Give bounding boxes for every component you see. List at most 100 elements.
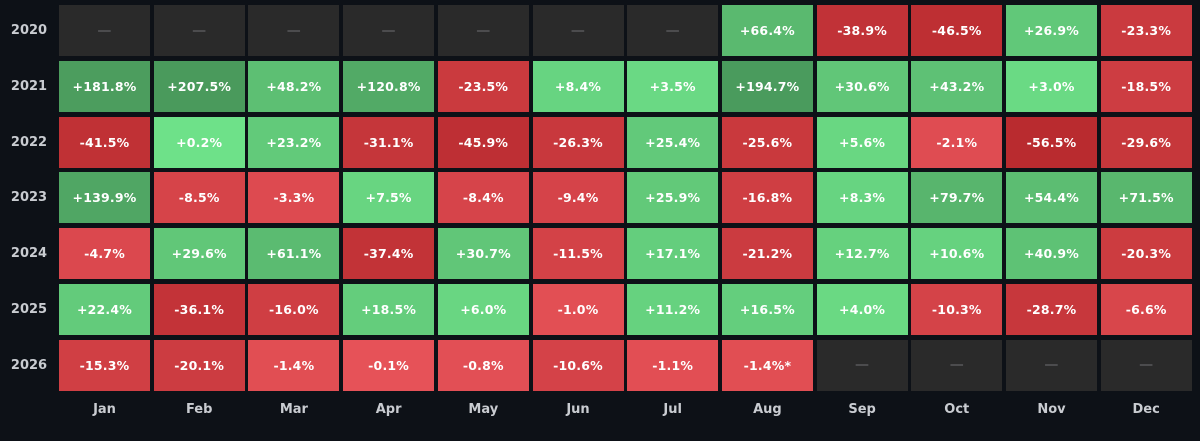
heatmap-cell-2024-aug: -21.2% [721,228,813,280]
heatmap-cell-2022-oct: -2.1% [911,116,1003,168]
heatmap-cell-2024-may: +30.7% [437,228,529,280]
col-label-jul: Jul [663,402,682,417]
heatmap-cell-2026-jun: -10.6% [532,339,624,391]
row-label-2020: 2020 [10,23,48,38]
row-label-2022: 2022 [10,134,48,150]
heatmap-cell-2021-dec: -18.5% [1100,60,1192,112]
heatmap-cell-2020-jul: — [627,5,719,56]
heatmap-cell-2025-nov: -28.7% [1006,284,1097,335]
heatmap-cell-2026-may: -0.8% [437,339,529,391]
heatmap-cell-2024-jun: -11.5% [532,228,624,280]
heatmap-cell-2023-feb: -8.5% [153,172,245,224]
heatmap-cell-2021-sep: +30.6% [816,60,908,112]
heatmap-cell-2023-oct: +79.7% [911,172,1003,224]
heatmap-cell-2021-may: -23.5% [437,60,529,112]
heatmap-cell-2026-apr: -0.1% [343,339,435,391]
heatmap-cell-2026-aug: -1.4%* [721,339,813,391]
col-label-mar: Mar [279,402,308,417]
heatmap-cell-2021-feb: +207.5% [153,60,245,112]
heatmap-cell-2020-oct: -46.5% [911,5,1003,56]
row-label-2024: 2024 [10,246,48,262]
heatmap-cell-2026-jan: -15.3% [59,339,150,391]
heatmap-cell-2021-aug: +194.7% [721,60,813,112]
heatmap-cell-2021-apr: +120.8% [343,60,435,112]
heatmap-cell-2024-sep: +12.7% [816,228,908,280]
heatmap-cell-2021-jan: +181.8% [59,60,150,112]
heatmap-cell-2022-jun: -26.3% [532,116,624,168]
heatmap-cell-2025-may: +6.0% [437,284,529,335]
heatmap-cell-2025-jan: +22.4% [59,284,150,335]
heatmap-cell-2024-jan: -4.7% [59,228,150,280]
heatmap-cell-2025-mar: -16.0% [248,284,340,335]
heatmap-cell-2020-jun: — [532,5,624,56]
heatmap-cell-2022-sep: +5.6% [816,116,908,168]
heatmap-cell-2020-aug: +66.4% [721,5,813,56]
heatmap-cell-2022-jul: +25.4% [627,116,719,168]
heatmap-cell-2022-may: -45.9% [437,116,529,168]
col-label-jan: Jan [93,402,116,417]
heatmap-cell-2021-jun: +8.4% [532,60,624,112]
heatmap-cell-2023-nov: +54.4% [1006,172,1097,224]
heatmap-cell-2023-may: -8.4% [437,172,529,224]
heatmap-cell-2021-mar: +48.2% [248,60,340,112]
col-label-sep: Sep [848,402,876,417]
heatmap-cell-2022-aug: -25.6% [721,116,813,168]
heatmap-cell-2021-nov: +3.0% [1006,60,1097,112]
col-label-aug: Aug [753,402,782,417]
heatmap-cell-2024-dec: -20.3% [1100,228,1192,280]
row-label-2025: 2025 [10,302,48,317]
heatmap-cell-2023-jun: -9.4% [532,172,624,224]
col-label-nov: Nov [1037,402,1066,417]
heatmap-cell-2022-feb: +0.2% [153,116,245,168]
heatmap-cell-2023-sep: +8.3% [816,172,908,224]
heatmap-cell-2021-jul: +3.5% [627,60,719,112]
col-label-oct: Oct [944,402,970,417]
heatmap-cell-2026-oct: — [911,339,1003,391]
heatmap-cell-2024-oct: +10.6% [911,228,1003,280]
heatmap-cell-2025-aug: +16.5% [721,284,813,335]
heatmap-cell-2026-jul: -1.1% [627,339,719,391]
heatmap-cell-2023-jul: +25.9% [627,172,719,224]
heatmap-cell-2023-apr: +7.5% [343,172,435,224]
heatmap-cell-2024-jul: +17.1% [627,228,719,280]
heatmap-cell-2020-jan: — [59,5,150,56]
heatmap-cell-2025-jul: +11.2% [627,284,719,335]
heatmap-cell-2024-mar: +61.1% [248,228,340,280]
heatmap-cell-2022-nov: -56.5% [1006,116,1097,168]
heatmap-cell-2025-jun: -1.0% [532,284,624,335]
heatmap-cell-2025-oct: -10.3% [911,284,1003,335]
heatmap-cell-2025-sep: +4.0% [816,284,908,335]
heatmap-cell-2025-feb: -36.1% [153,284,245,335]
heatmap-cell-2020-dec: -23.3% [1100,5,1192,56]
heatmap-cell-2026-feb: -20.1% [153,339,245,391]
heatmap-cell-2026-nov: — [1006,339,1097,391]
heatmap-cell-2023-dec: +71.5% [1100,172,1192,224]
heatmap-cell-2020-mar: — [248,5,340,56]
heatmap-cell-2022-apr: -31.1% [343,116,435,168]
heatmap-cell-2021-oct: +43.2% [911,60,1003,112]
col-label-apr: Apr [375,402,402,417]
heatmap-cell-2026-dec: — [1100,339,1192,391]
heatmap-cell-2025-apr: +18.5% [343,284,435,335]
heatmap-cell-2020-feb: — [153,5,245,56]
heatmap-cell-2026-mar: -1.4% [248,339,340,391]
heatmap-cell-2020-may: — [437,5,529,56]
heatmap-cell-2020-apr: — [343,5,435,56]
heatmap-cell-2023-aug: -16.8% [721,172,813,224]
row-label-2026: 2026 [10,357,48,373]
col-label-may: May [468,402,499,417]
heatmap-cell-2026-sep: — [816,339,908,391]
heatmap-cell-2024-apr: -37.4% [343,228,435,280]
heatmap-cell-2022-mar: +23.2% [248,116,340,168]
heatmap-cell-2020-nov: +26.9% [1006,5,1097,56]
row-label-2021: 2021 [10,78,48,94]
col-label-jun: Jun [566,402,590,417]
heatmap-cell-2024-nov: +40.9% [1006,228,1097,280]
row-label-2023: 2023 [10,190,48,206]
heatmap-cell-2023-jan: +139.9% [59,172,150,224]
heatmap-cell-2020-sep: -38.9% [816,5,908,56]
heatmap-cell-2024-feb: +29.6% [153,228,245,280]
heatmap-cell-2025-dec: -6.6% [1100,284,1192,335]
col-label-dec: Dec [1132,402,1160,417]
